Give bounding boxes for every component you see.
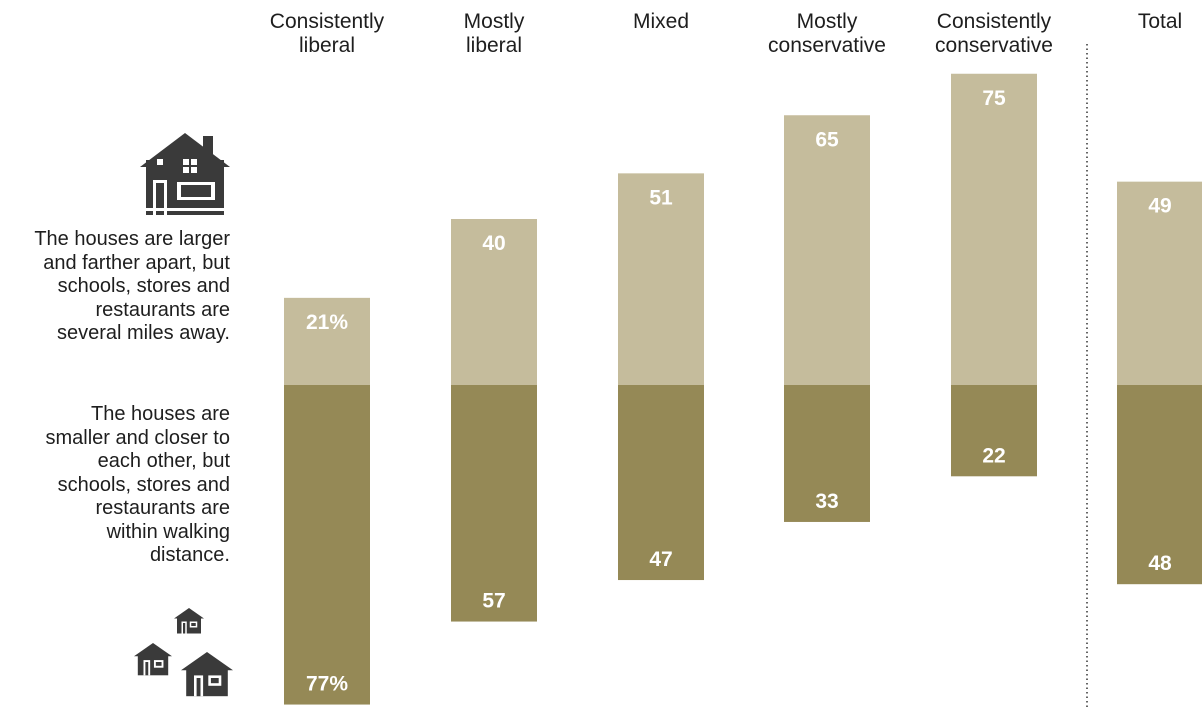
bar-lower-label-4: 22 — [982, 444, 1005, 467]
bar-upper-3 — [784, 115, 870, 385]
upper-text-line-4: several miles away. — [56, 322, 230, 344]
bar-lower-label-3: 33 — [815, 490, 838, 513]
lower-text-line-3: schools, stores and — [57, 473, 230, 496]
bar-lower-1 — [451, 385, 537, 622]
upper-text-line-2: schools, stores and — [57, 275, 230, 297]
small-houses-icon — [134, 608, 233, 697]
bar-lower-label-2: 47 — [649, 548, 672, 571]
lower-text-line-5: within walking — [106, 520, 230, 543]
bar-upper-5 — [1117, 181, 1202, 385]
category-header-1-line-1: liberal — [466, 34, 522, 57]
legend-lower-text: The houses are smaller and closer to each … — [45, 403, 230, 568]
upper-text-line-3: restaurants are — [95, 298, 230, 321]
bar-lower-label-1: 57 — [482, 590, 505, 613]
bar-lower-label-0: 77% — [306, 673, 348, 696]
category-header-2-line-0: Mixed — [633, 10, 689, 33]
category-header-3-line-1: conservative — [768, 34, 886, 57]
bar-upper-1 — [451, 219, 537, 385]
bar-lower-4 — [951, 385, 1037, 477]
upper-text-line-0: The houses are larger — [34, 228, 230, 250]
lower-text-line-1: smaller and closer to — [45, 426, 230, 449]
bar-upper-label-0: 21% — [306, 311, 348, 334]
large-house-icon — [140, 133, 230, 215]
bar-upper-0 — [284, 297, 370, 385]
category-header-5-line-0: Total — [1138, 10, 1182, 33]
lower-text-line-6: distance. — [149, 544, 230, 566]
category-header-0-line-1: liberal — [299, 34, 355, 57]
bar-upper-label-1: 40 — [482, 232, 505, 255]
bar-upper-label-3: 65 — [815, 128, 839, 151]
bar-upper-4 — [951, 73, 1037, 385]
category-header-1-line-0: Mostly — [464, 10, 525, 33]
bar-lower-2 — [618, 385, 704, 581]
bar-upper-label-2: 51 — [649, 186, 673, 209]
category-header-4-line-1: conservative — [935, 34, 1053, 57]
lower-text-line-4: restaurants are — [95, 497, 230, 519]
lower-text-line-0: The houses are — [91, 403, 230, 425]
bar-lower-0 — [284, 385, 370, 705]
lower-text-line-2: each other, but — [97, 450, 230, 472]
legend-upper-text: The houses are larger and farther apart, … — [34, 228, 230, 346]
bar-lower-label-5: 48 — [1148, 552, 1172, 575]
upper-text-line-1: and farther apart, but — [43, 251, 230, 274]
bar-upper-label-4: 75 — [982, 87, 1006, 110]
bar-lower-5 — [1117, 385, 1202, 585]
bars: 21% 77% 40 57 51 47 65 33 75 22 49 48 — [284, 73, 1202, 705]
bar-upper-2 — [618, 173, 704, 385]
bar-upper-label-5: 49 — [1148, 195, 1171, 218]
category-header-0-line-0: Consistently — [270, 10, 385, 33]
category-header-4-line-0: Consistently — [937, 10, 1052, 33]
bar-lower-3 — [784, 385, 870, 522]
category-header-3-line-0: Mostly — [797, 10, 858, 33]
